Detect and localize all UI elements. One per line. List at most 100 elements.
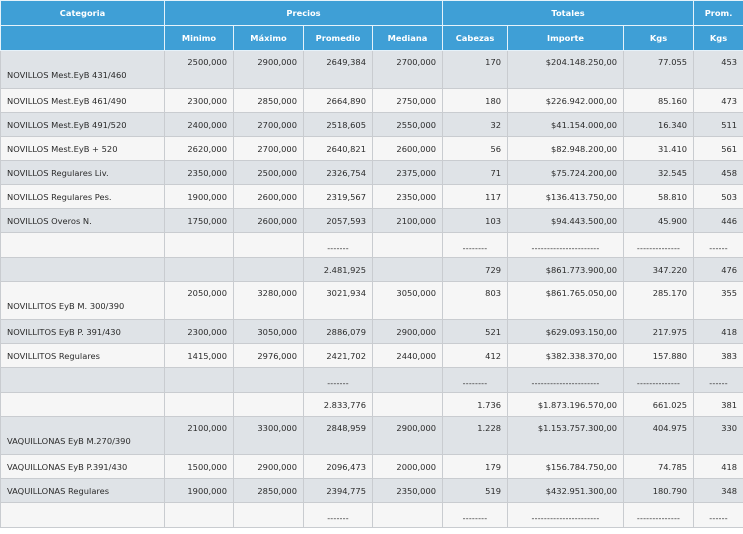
cell-kgs: 16.340 [623, 112, 695, 137]
cell-maximo: 2900,000 [233, 50, 304, 89]
cell-mediana: 2700,000 [371, 50, 444, 89]
cell-categoria: NOVILLITOS EyB M. 300/390 [0, 281, 165, 320]
cell-maximo: 3300,000 [233, 416, 304, 455]
cell-minimo: 1900,000 [164, 184, 234, 209]
table-row: NOVILLOS Regulares Pes. 1900,000 2600,000 2… [0, 184, 743, 209]
cell-cabezas: 1.736 [442, 392, 509, 417]
cell-promedio: 2394,775 [303, 478, 373, 503]
cell-promedio: 2326,754 [303, 160, 373, 185]
cell-cabezas: 103 [442, 208, 509, 233]
cell-maximo: 2600,000 [233, 184, 304, 209]
cell-mediana: 2350,000 [371, 478, 444, 503]
cell-prom-kgs: 458 [693, 160, 743, 185]
cell-prom-kgs: 355 [693, 281, 743, 320]
cell-mediana: 2600,000 [371, 136, 444, 161]
cell-kgs: 285.170 [623, 281, 695, 320]
cell-maximo [233, 392, 304, 417]
col-header-importe: Importe [507, 25, 625, 51]
cell-cabezas: 71 [442, 160, 509, 185]
cell-importe: $629.093.150,00 [507, 319, 625, 344]
cell-importe: $156.784.750,00 [507, 454, 625, 479]
cell-mediana [371, 392, 444, 417]
cell-mediana: 2350,000 [371, 184, 444, 209]
cell-kgs: 180.790 [623, 478, 695, 503]
table-row: VAQUILLONAS EyB M.270/390 2100,000 3300,00… [0, 416, 743, 455]
cell-minimo [164, 392, 234, 417]
cell-promedio: 2886,079 [303, 319, 373, 344]
cell-minimo: 1415,000 [164, 343, 234, 368]
cell-maximo [233, 232, 304, 258]
cell-cabezas: -------- [442, 367, 509, 393]
col-header-minimo: Minimo [164, 25, 234, 51]
cell-kgs: 31.410 [623, 136, 695, 161]
cell-categoria: NOVILLITOS EyB P. 391/430 [0, 319, 165, 344]
cell-promedio: 2640,821 [303, 136, 373, 161]
cell-minimo: 1750,000 [164, 208, 234, 233]
cell-cabezas: 412 [442, 343, 509, 368]
cell-prom-kgs: ------ [693, 232, 743, 258]
cell-categoria: NOVILLITOS Regulares [0, 343, 165, 368]
cell-categoria: NOVILLOS Regulares Liv. [0, 160, 165, 185]
table-row: NOVILLOS Regulares Liv. 2350,000 2500,000 2… [0, 160, 743, 185]
cell-cabezas: 1.228 [442, 416, 509, 455]
cell-cabezas: 170 [442, 50, 509, 89]
cell-kgs: 661.025 [623, 392, 695, 417]
cell-cabezas: 803 [442, 281, 509, 320]
cell-prom-kgs: 476 [693, 257, 743, 282]
cell-importe: $1.153.757.300,00 [507, 416, 625, 455]
cell-mediana: 2000,000 [371, 454, 444, 479]
cell-kgs: -------------- [623, 232, 695, 258]
header-row-groups: Categoria Precios Totales Prom. [0, 0, 743, 26]
cell-promedio: 2.833,776 [303, 392, 373, 417]
cell-minimo [164, 257, 234, 282]
table-row: NOVILLITOS EyB M. 300/390 2050,000 3280,00… [0, 281, 743, 320]
col-header-cabezas: Cabezas [442, 25, 509, 51]
cell-importe: $432.951.300,00 [507, 478, 625, 503]
cell-kgs: 45.900 [623, 208, 695, 233]
col-header-blank [0, 25, 165, 51]
cell-promedio: 2664,890 [303, 88, 373, 113]
cell-importe: $75.724.200,00 [507, 160, 625, 185]
cell-promedio: 2.481,925 [303, 257, 373, 282]
cell-maximo [233, 502, 304, 528]
cell-maximo: 2850,000 [233, 478, 304, 503]
table-row: NOVILLOS Overos N. 1750,000 2600,000 2057,5… [0, 208, 743, 233]
cell-mediana: 2440,000 [371, 343, 444, 368]
table-row: ------- -------- ---------------------- ---… [0, 232, 743, 258]
cell-mediana: 2900,000 [371, 416, 444, 455]
cell-cabezas: 519 [442, 478, 509, 503]
cell-prom-kgs: ------ [693, 367, 743, 393]
cell-maximo: 2700,000 [233, 136, 304, 161]
col-group-totales: Totales [442, 0, 695, 26]
cell-maximo: 2500,000 [233, 160, 304, 185]
cell-importe: $136.413.750,00 [507, 184, 625, 209]
cell-kgs: 77.055 [623, 50, 695, 89]
cell-minimo: 2400,000 [164, 112, 234, 137]
cell-maximo [233, 367, 304, 393]
cell-minimo: 2620,000 [164, 136, 234, 161]
cell-importe: $226.942.000,00 [507, 88, 625, 113]
cell-minimo: 1900,000 [164, 478, 234, 503]
cell-maximo: 2700,000 [233, 112, 304, 137]
cell-kgs: 404.975 [623, 416, 695, 455]
cell-importe: $1.873.196.570,00 [507, 392, 625, 417]
cell-prom-kgs: 348 [693, 478, 743, 503]
cell-categoria [0, 257, 165, 282]
cell-cabezas: 729 [442, 257, 509, 282]
table-row: NOVILLOS Mest.EyB 491/520 2400,000 2700,00… [0, 112, 743, 137]
cell-minimo: 2500,000 [164, 50, 234, 89]
table-row: 2.481,925 729 $861.773.900,00 347.220 476 [0, 257, 743, 282]
cell-prom-kgs: 330 [693, 416, 743, 455]
table-row: VAQUILLONAS Regulares 1900,000 2850,000 239… [0, 478, 743, 503]
cell-minimo [164, 502, 234, 528]
cell-mediana: 2375,000 [371, 160, 444, 185]
cell-categoria: NOVILLOS Mest.EyB 491/520 [0, 112, 165, 137]
table-row: NOVILLITOS Regulares 1415,000 2976,000 2421… [0, 343, 743, 368]
cell-prom-kgs: 418 [693, 454, 743, 479]
cell-cabezas: 56 [442, 136, 509, 161]
cell-categoria: VAQUILLONAS Regulares [0, 478, 165, 503]
cell-importe: $861.773.900,00 [507, 257, 625, 282]
table-row: ------- -------- ---------------------- ---… [0, 502, 743, 528]
cell-importe: $382.338.370,00 [507, 343, 625, 368]
